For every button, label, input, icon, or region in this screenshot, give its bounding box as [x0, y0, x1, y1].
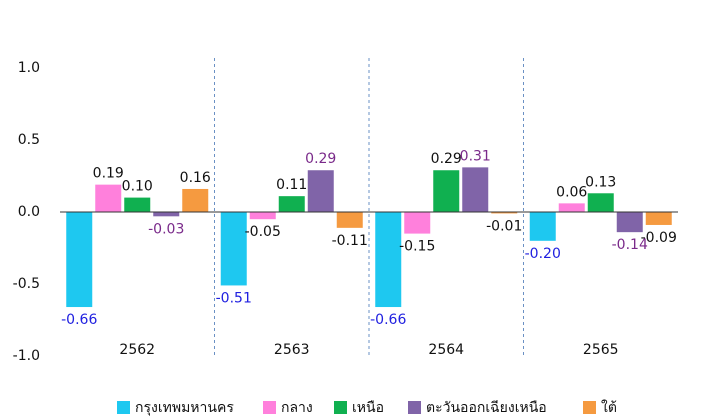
bar — [558, 203, 585, 212]
bar — [153, 212, 180, 217]
legend-label: ตะวันออกเฉียงเหนือ — [426, 400, 547, 416]
legend-swatch — [408, 401, 421, 414]
x-tick-label: 2565 — [583, 342, 619, 358]
data-label: -0.14 — [612, 237, 648, 253]
data-label: -0.01 — [486, 218, 522, 234]
legend-label: กลาง — [281, 400, 313, 416]
data-label: -0.05 — [245, 224, 281, 240]
legend-swatch — [334, 401, 347, 414]
bar — [336, 212, 363, 228]
legend-label: ใต้ — [601, 399, 617, 416]
x-tick-label: 2563 — [274, 342, 310, 358]
y-tick-label: 1.0 — [18, 60, 40, 76]
data-label: -0.66 — [370, 312, 406, 328]
data-label: 0.31 — [460, 148, 491, 164]
y-tick-label: 0.5 — [18, 132, 40, 148]
legend-label: กรุงเทพมหานคร — [135, 400, 234, 416]
bar — [249, 212, 276, 220]
bar — [307, 170, 334, 212]
x-tick-label: 2564 — [428, 342, 464, 358]
bar — [375, 212, 402, 308]
x-tick-label: 2562 — [119, 342, 155, 358]
legend-swatch — [583, 401, 596, 414]
y-tick-label: 0.0 — [18, 204, 40, 220]
data-label: -0.20 — [525, 246, 561, 262]
bar — [645, 212, 672, 225]
bar — [404, 212, 431, 234]
data-label: -0.09 — [641, 230, 677, 246]
bar — [433, 170, 460, 212]
bar — [462, 167, 489, 212]
bar — [124, 197, 151, 212]
data-label: -0.11 — [332, 233, 368, 249]
bar — [616, 212, 643, 233]
legend-label: เหนือ — [352, 400, 384, 416]
data-label: -0.03 — [148, 221, 184, 237]
bar — [182, 188, 209, 212]
data-label: -0.66 — [61, 312, 97, 328]
legend-swatch — [117, 401, 130, 414]
legend-swatch — [263, 401, 276, 414]
bar — [529, 212, 556, 241]
bar — [491, 212, 518, 214]
y-tick-label: -1.0 — [13, 348, 40, 364]
data-label: 0.13 — [585, 174, 616, 190]
y-tick-label: -0.5 — [13, 276, 40, 292]
data-label: 0.11 — [276, 177, 307, 193]
data-label: 0.19 — [93, 166, 124, 182]
data-label: 0.06 — [556, 184, 587, 200]
data-label: 0.29 — [305, 151, 336, 167]
data-label: -0.15 — [399, 239, 435, 255]
data-label: 0.16 — [180, 170, 211, 186]
bar — [220, 212, 247, 286]
bar — [278, 196, 305, 212]
bar — [587, 193, 614, 212]
data-label: 0.10 — [122, 179, 153, 195]
data-label: -0.51 — [216, 290, 252, 306]
data-label: 0.29 — [431, 151, 462, 167]
bar — [66, 212, 93, 308]
bar — [95, 184, 122, 212]
